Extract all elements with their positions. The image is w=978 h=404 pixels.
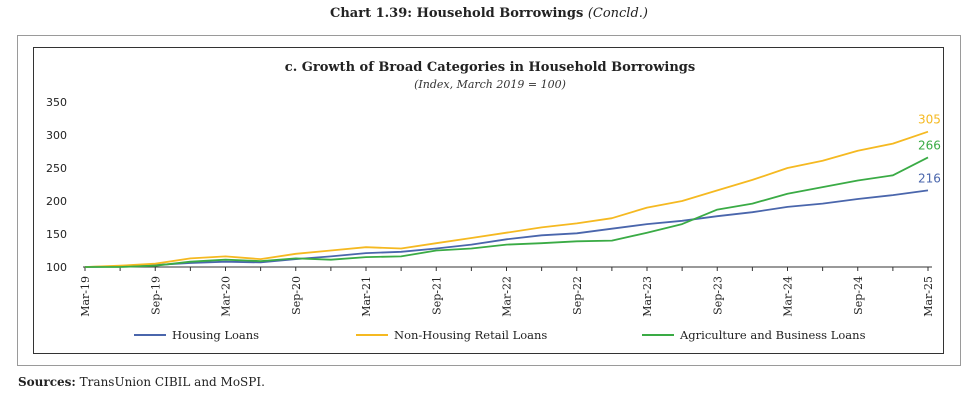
sources-label: Sources: [18, 375, 76, 389]
x-tick-label: Sep-22 [571, 276, 584, 315]
x-tick-label: Sep-21 [430, 276, 443, 315]
chart-heading-concluded: (Concld.) [587, 6, 648, 21]
y-tick-label: 200 [46, 195, 67, 208]
axes: 100 150 200 250 300 350 Mar-19 Sep-19 Mar-20 Sep-… [46, 96, 935, 317]
end-value-label-1: 305 [918, 113, 941, 127]
x-tick-label: Mar-19 [79, 276, 92, 317]
legend-label-2: Agriculture and Business Loans [679, 328, 866, 342]
legend-label-1: Non-Housing Retail Loans [394, 328, 547, 342]
chart-heading: Chart 1.39: Household Borrowings (Concld… [0, 6, 978, 21]
sources-text: TransUnion CIBIL and MoSPI. [79, 375, 265, 389]
x-tick-label: Mar-21 [360, 276, 373, 317]
x-tick-label: Sep-23 [711, 276, 724, 315]
y-tick-label: 100 [46, 261, 67, 274]
series-line-2 [85, 156, 929, 268]
end-value-label-2: 266 [918, 138, 941, 152]
chart-heading-main: Chart 1.39: Household Borrowings [330, 6, 584, 21]
x-tick-label: Sep-24 [852, 276, 865, 315]
x-tick-label: Mar-22 [501, 276, 514, 317]
sources-note: Sources: TransUnion CIBIL and MoSPI. [18, 375, 265, 389]
x-tick-label: Sep-20 [290, 276, 303, 315]
chart-subtitle: (Index, March 2019 = 100) [414, 78, 566, 91]
y-tick-label: 150 [46, 228, 67, 241]
legend-label-0: Housing Loans [172, 328, 259, 342]
y-tick-label: 350 [46, 96, 67, 109]
series-line-0 [84, 189, 929, 268]
outer-frame [17, 35, 961, 366]
series-lines [84, 130, 929, 268]
y-tick-label: 300 [46, 129, 67, 142]
y-tick-label: 250 [46, 162, 67, 175]
x-tick-label: Mar-24 [782, 276, 795, 317]
x-tick-label: Mar-25 [922, 276, 935, 317]
end-labels: 216 305 266 [918, 113, 941, 186]
series-line-1 [84, 130, 929, 268]
x-tick-label: Mar-20 [220, 276, 233, 317]
chart-panel [33, 47, 944, 354]
legend: Housing Loans Non-Housing Retail Loans Agr… [134, 328, 866, 342]
x-tick-label: Mar-23 [641, 276, 654, 317]
end-value-label-0: 216 [918, 171, 941, 185]
x-tick-label: Sep-19 [149, 276, 162, 315]
chart-title: c. Growth of Broad Categories in Househo… [285, 60, 695, 75]
